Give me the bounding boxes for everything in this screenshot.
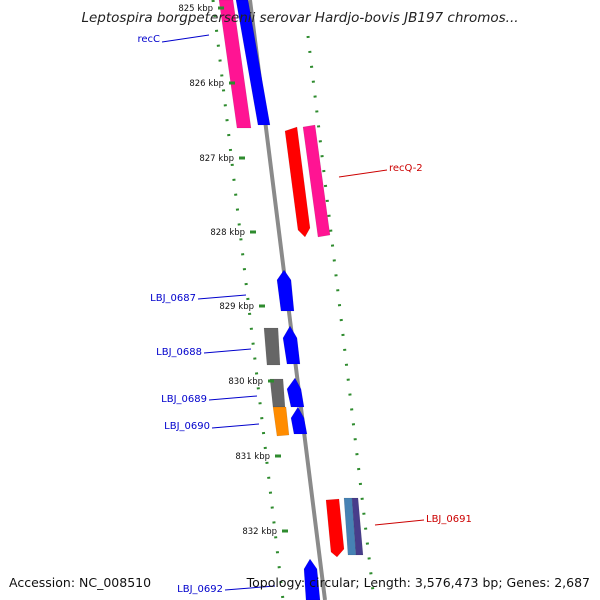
gene-label-text[interactable]: LBJ_0690	[164, 421, 210, 432]
gene-lbj-0688[interactable]	[263, 325, 301, 366]
gene-label-text[interactable]: LBJ_0688	[156, 347, 202, 358]
tick-label: 825 kbp	[178, 4, 213, 14]
gene-feature-blue-forward-arrow[interactable]	[303, 558, 321, 600]
gene-feature-blue-forward-arrow[interactable]	[286, 377, 305, 408]
tick-label: 830 kbp	[228, 377, 263, 387]
leader-line	[374, 519, 425, 526]
gene-label-text[interactable]: recC	[137, 34, 160, 45]
gene-recc[interactable]	[218, 0, 271, 129]
gene-feature-gray-block[interactable]	[263, 327, 281, 366]
gene-label-text[interactable]: LBJ_0692	[177, 584, 223, 595]
inner-ring-dashes	[211, 0, 285, 600]
gene-feature-magenta-reverse-arrow[interactable]	[218, 0, 252, 129]
leader-line	[208, 395, 258, 401]
label-recq-2[interactable]: recQ-2	[338, 163, 423, 178]
tick-label: 827 kbp	[199, 154, 234, 164]
gene-label-text[interactable]: LBJ_0689	[161, 394, 207, 405]
gene-lbj-0689[interactable]	[269, 377, 305, 408]
tick-830-kbp: 830 kbp	[228, 377, 274, 387]
tick-label: 831 kbp	[235, 452, 270, 462]
tick-829-kbp: 829 kbp	[219, 302, 265, 312]
gene-feature-orange-block[interactable]	[272, 406, 290, 437]
tick-826-kbp: 826 kbp	[189, 79, 235, 89]
label-lbj-0691[interactable]: LBJ_0691	[374, 514, 472, 526]
tick-825-kbp: 825 kbp	[178, 4, 224, 14]
tick-832-kbp: 832 kbp	[242, 527, 288, 537]
label-lbj-0689[interactable]: LBJ_0689	[161, 394, 258, 405]
leader-line	[161, 34, 210, 43]
topology-text: Topology: circular; Length: 3,576,473 bp…	[246, 575, 590, 590]
leader-line	[203, 348, 252, 354]
gene-recq-2[interactable]	[284, 124, 331, 238]
gene-lbj-0687[interactable]	[276, 269, 295, 312]
gene-feature-blue-reverse-arrow[interactable]	[235, 0, 271, 126]
outer-ring-dashes	[306, 35, 376, 600]
gene-feature-slateblue-block[interactable]	[351, 497, 364, 556]
gene-label-text[interactable]: recQ-2	[389, 163, 423, 174]
gene-feature-blue-forward-arrow[interactable]	[282, 325, 301, 365]
tick-828-kbp: 828 kbp	[210, 228, 256, 238]
gene-feature-red-reverse-arrow[interactable]	[284, 126, 311, 238]
tick-label: 829 kbp	[219, 302, 254, 312]
label-lbj-0690[interactable]: LBJ_0690	[164, 421, 260, 432]
map-title: Leptospira borgpetersenii serovar Hardjo…	[81, 10, 519, 26]
leader-line	[211, 423, 260, 429]
label-lbj-0688[interactable]: LBJ_0688	[156, 347, 252, 358]
label-lbj-0687[interactable]: LBJ_0687	[150, 293, 247, 304]
gene-labels: recC recQ-2 LBJ_0687 LBJ_0688 LBJ_0689 LBJ_06…	[137, 34, 471, 595]
gene-feature-blue-forward-arrow[interactable]	[290, 406, 308, 435]
tick-label: 832 kbp	[242, 527, 277, 537]
tick-831-kbp: 831 kbp	[235, 452, 281, 462]
gene-label-text[interactable]: LBJ_0691	[426, 514, 472, 525]
gene-feature-blue-forward-arrow[interactable]	[276, 269, 295, 312]
leader-line	[224, 585, 276, 591]
tick-label: 828 kbp	[210, 228, 245, 238]
tick-label: 826 kbp	[189, 79, 224, 89]
leader-line	[338, 169, 388, 178]
gene-features	[218, 0, 364, 600]
label-lbj-0692[interactable]: LBJ_0692	[177, 584, 276, 595]
gene-lbj-0691[interactable]	[325, 497, 364, 558]
leader-line	[197, 294, 247, 300]
accession-text: Accession: NC_008510	[9, 575, 152, 590]
gene-label-text[interactable]: LBJ_0687	[150, 293, 196, 304]
gene-feature-red-reverse-arrow[interactable]	[325, 498, 345, 558]
gene-lbj-0692[interactable]	[303, 558, 321, 600]
gene-lbj-0690[interactable]	[272, 406, 308, 437]
gene-feature-gray-block[interactable]	[269, 378, 286, 408]
kbp-ticks: 825 kbp 826 kbp 827 kbp 828 kbp 829 kbp 830 k…	[178, 4, 288, 537]
label-recc[interactable]: recC	[137, 34, 210, 45]
gene-feature-magenta-reverse-arrow[interactable]	[302, 124, 331, 238]
tick-827-kbp: 827 kbp	[199, 154, 245, 164]
